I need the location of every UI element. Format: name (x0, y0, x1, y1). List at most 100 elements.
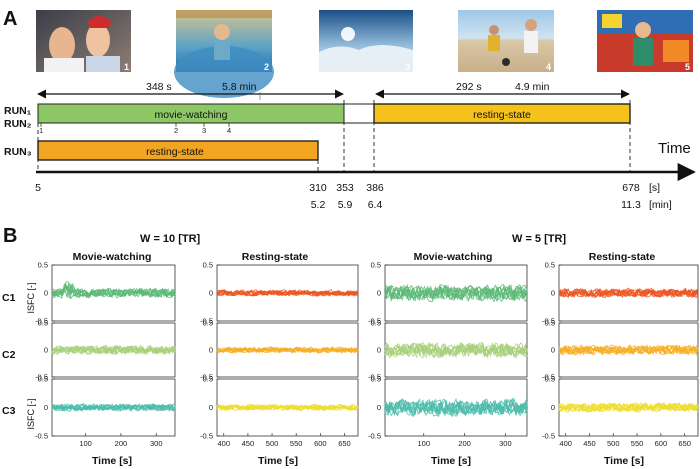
panel-a-label: A (3, 8, 17, 30)
x-tick-label: 300 (499, 439, 512, 448)
x-tick-label: 500 (266, 439, 279, 448)
thumb-crowd: 1 (36, 10, 131, 72)
x-axis-label-movie-w5: Time [s] (431, 455, 471, 467)
tick-min-6.4: 6.4 (368, 199, 383, 211)
run3-resting-bar (37, 140, 319, 161)
isfc-trace (384, 284, 528, 302)
y-tick-label: 0.5 (38, 375, 48, 384)
y-tick-label: 0.5 (371, 319, 381, 328)
tick-s-678: 678 (622, 182, 640, 194)
isfc-trace (216, 403, 359, 411)
y-tick-label: -0.5 (200, 432, 213, 441)
thumb-kid: 5 (597, 10, 693, 72)
col-title-movie-w10: Movie-watching (73, 251, 152, 263)
clip-marker: 1 (39, 126, 43, 135)
y-tick-label: -0.5 (542, 317, 555, 326)
row-label-c2: C2 (2, 349, 16, 361)
y-tick-label: -0.5 (35, 317, 48, 326)
x-tick-label: 600 (655, 439, 668, 448)
y-tick-label: 0 (551, 346, 555, 355)
isfc-trace (216, 404, 359, 411)
x-tick-label: 600 (314, 439, 327, 448)
y-tick-label: 0 (44, 346, 48, 355)
row-label-c1: C1 (2, 292, 16, 304)
x-tick-label: 650 (678, 439, 691, 448)
tick-min-11.3: 11.3 (621, 199, 641, 211)
x-tick-label: 400 (559, 439, 572, 448)
duration-left-minutes: 5.8 min (222, 81, 257, 93)
tick-s-386: 386 (366, 182, 384, 194)
resting-state-bar (373, 103, 631, 124)
isfc-trace (384, 284, 528, 301)
window-label-w10: W = 10 [TR] (140, 233, 201, 245)
clip-marker: 3 (202, 126, 206, 135)
x-tick-label: 200 (115, 439, 128, 448)
isfc-trace (384, 399, 528, 418)
y-tick-label: 0 (551, 289, 555, 298)
duration-right-seconds: 292 s (456, 81, 482, 93)
panel-b-label: B (3, 225, 17, 247)
y-tick-label: 0.5 (38, 319, 48, 328)
time-axis-label: Time (658, 140, 691, 157)
thumb-number: 5 (685, 62, 690, 72)
thumb-beach: 4 (458, 10, 554, 72)
y-tick-label: -0.5 (368, 373, 381, 382)
x-tick-label: 400 (218, 439, 231, 448)
movie-bar-label: movie-watching (155, 109, 228, 121)
thumb-number: 4 (546, 62, 551, 72)
thumb-number: 2 (264, 62, 269, 72)
run3-bar-label: resting-state (146, 146, 204, 158)
x-tick-label: 200 (458, 439, 471, 448)
y-tick-label: 0.5 (371, 375, 381, 384)
y-tick-label: 0.5 (545, 375, 555, 384)
window-label-w5: W = 5 [TR] (512, 233, 566, 245)
y-tick-label: 0.5 (203, 261, 213, 270)
isfc-trace (51, 288, 176, 299)
x-tick-label: 500 (607, 439, 620, 448)
x-tick-label: 100 (79, 439, 92, 448)
y-tick-label: 0 (209, 403, 213, 412)
col-title-rest-w10: Resting-state (242, 251, 309, 263)
dashed-guides (37, 100, 631, 172)
y-tick-label: -0.5 (542, 432, 555, 441)
unit-minutes: [min] (649, 199, 672, 211)
y-tick-label: -0.5 (200, 317, 213, 326)
isfc-trace (558, 287, 699, 298)
x-tick-label: 450 (583, 439, 596, 448)
y-tick-label: 0 (377, 403, 381, 412)
isfc-trace (558, 287, 699, 299)
y-tick-label: 0 (377, 346, 381, 355)
isfc-trace (558, 344, 699, 356)
y-tick-label: -0.5 (542, 373, 555, 382)
x-axis-label-rest-w5: Time [s] (604, 455, 644, 467)
y-tick-label: 0.5 (203, 319, 213, 328)
y-tick-label: 0 (209, 289, 213, 298)
tick-min-5.2: 5.2 (311, 199, 326, 211)
y-tick-label: -0.5 (35, 432, 48, 441)
row-label-c3: C3 (2, 405, 16, 417)
isfc-trace (51, 283, 176, 300)
thumb-number: 1 (124, 62, 129, 72)
isfc-trace (384, 398, 528, 418)
x-axis-label-movie-w10: Time [s] (92, 455, 132, 467)
isfc-trace (216, 346, 359, 354)
thumb-sky: 3 (319, 10, 413, 72)
y-tick-label: 0.5 (545, 261, 555, 270)
gap-bar (343, 103, 375, 124)
clip-marker: 2 (174, 126, 178, 135)
isfc-trace (51, 345, 176, 355)
y-tick-label: -0.5 (368, 317, 381, 326)
y-tick-label: 0 (551, 403, 555, 412)
isfc-trace (384, 342, 528, 359)
y-tick-label: 0 (209, 346, 213, 355)
thumb-number: 3 (405, 62, 410, 72)
tick-s-5: 5 (35, 182, 41, 194)
tick-s-310: 310 (309, 182, 327, 194)
isfc-trace (216, 289, 359, 297)
y-tick-label: -0.5 (368, 432, 381, 441)
y-tick-label: 0 (44, 289, 48, 298)
clip-marker: 4 (227, 126, 231, 135)
y-tick-label: 0 (377, 289, 381, 298)
